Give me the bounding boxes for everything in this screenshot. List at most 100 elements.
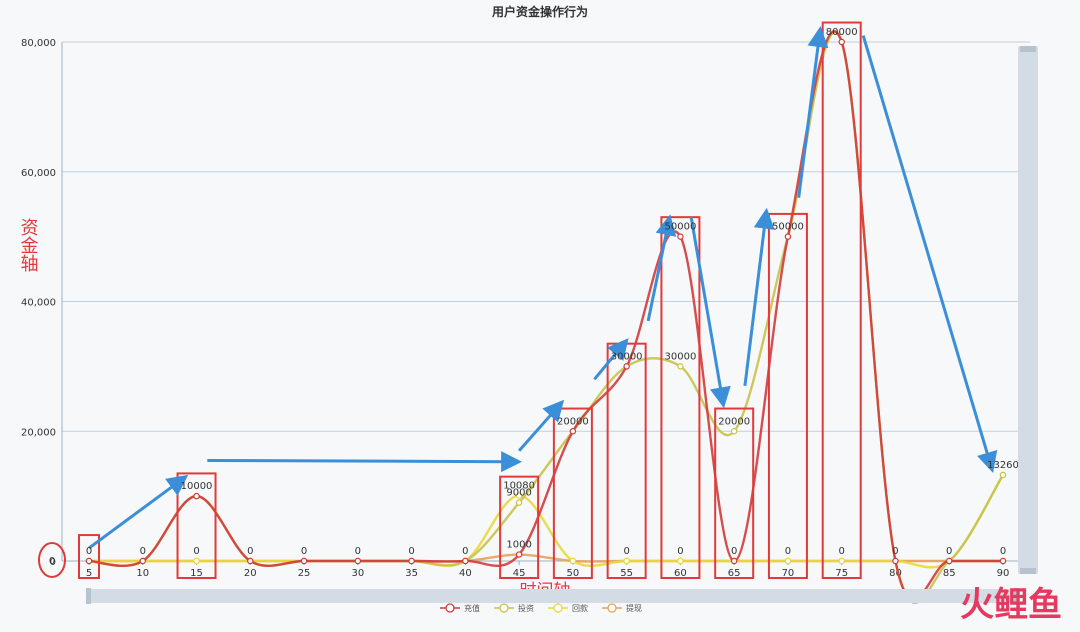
data-point (623, 557, 630, 565)
data-label: 0 (677, 546, 683, 557)
data-label: 0 (1000, 546, 1006, 557)
data-point (247, 557, 254, 565)
data-label: 0 (785, 546, 791, 557)
legend-item[interactable]: 充值 (440, 603, 480, 613)
annotation-box (714, 407, 755, 580)
data-label: 80000 (826, 27, 858, 38)
data-label: 0 (892, 546, 898, 557)
annotation-boxes (38, 21, 862, 580)
trend-arrow (861, 35, 998, 474)
data-label: 0 (140, 546, 146, 557)
data-point (677, 233, 684, 240)
trend-arrows (88, 26, 998, 550)
data-label: 50000 (665, 222, 697, 233)
zero-circle (38, 542, 66, 578)
legend-swatch-marker (499, 603, 509, 613)
y-tick-label: 40,000 (21, 298, 56, 309)
x-tick-label: 90 (997, 568, 1010, 579)
data-label: 0 (247, 546, 253, 557)
chart-title: 用户资金操作行为 (491, 4, 588, 19)
data-point (730, 557, 738, 565)
annotation-box (767, 212, 808, 579)
x-tick-label: 10 (136, 568, 149, 579)
x-tick-label: 55 (620, 568, 633, 579)
legend-item[interactable]: 回款 (548, 603, 588, 613)
data-point (515, 499, 523, 506)
trend-arrow (88, 474, 189, 550)
data-label: 20000 (718, 416, 750, 427)
trend-arrow (689, 216, 731, 409)
data-label: 30000 (665, 351, 697, 362)
data-point (515, 492, 523, 499)
data-point (569, 557, 577, 565)
data-label: 0 (86, 546, 92, 557)
legend-label: 提现 (626, 603, 642, 613)
data-label: 0 (731, 546, 737, 557)
slider-handle-right[interactable] (1014, 588, 1019, 604)
x-tick-label: 70 (782, 568, 795, 579)
trend-arrow (797, 26, 829, 198)
series-line-回款 (89, 474, 1005, 569)
legend-swatch-marker (607, 603, 617, 613)
legend-label: 回款 (572, 603, 588, 613)
x-tick-label: 40 (459, 568, 472, 579)
data-point (569, 428, 577, 435)
data-label: 30000 (611, 351, 643, 362)
trend-arrow (517, 399, 565, 452)
data-label: 1000 (506, 540, 531, 551)
slider-handle-bottom[interactable] (1020, 568, 1036, 574)
x-tick-label: 30 (351, 568, 364, 579)
data-label: 20000 (557, 416, 589, 427)
vertical-zoom-slider[interactable] (1018, 46, 1038, 574)
x-tick-label: 35 (405, 568, 418, 579)
horizontal-zoom-slider[interactable] (86, 588, 1019, 604)
data-point (838, 557, 845, 565)
data-label: 0 (839, 546, 845, 557)
data-label: 0 (193, 546, 199, 557)
x-tick-label: 25 (298, 568, 311, 579)
data-label: 0 (301, 546, 307, 557)
legend-item[interactable]: 提现 (602, 603, 642, 613)
y-zero-label: 0 (49, 556, 55, 567)
watermark-logo: 火鲤鱼 (960, 585, 1062, 625)
data-point (515, 551, 523, 558)
data-point (892, 557, 899, 565)
y-tick-label: 20,000 (21, 427, 56, 438)
y-axis-title: 资金轴 (18, 218, 39, 272)
x-tick-label: 50 (567, 568, 580, 579)
data-point (999, 471, 1007, 479)
slider-handle-left[interactable] (86, 588, 91, 604)
trend-arrow (207, 451, 523, 473)
annotation-box (176, 472, 217, 580)
annotation-box (78, 534, 100, 579)
data-label: 0 (462, 546, 468, 557)
data-point (677, 557, 684, 565)
data-label: 0 (946, 546, 952, 557)
data-label: 13260 (987, 460, 1019, 471)
axes: 0 20,000 40,000 60,000 80,000 5 10 15 20 25 30 35 40… (21, 38, 1030, 579)
slider-track[interactable] (88, 589, 1018, 603)
data-point (139, 557, 146, 565)
trend-arrow (646, 214, 677, 322)
series-line-充值 (88, 30, 1003, 601)
slider-handle-top[interactable] (1020, 46, 1036, 52)
data-point (623, 363, 630, 370)
data-point (85, 557, 93, 565)
data-label: 0 (623, 546, 629, 557)
data-label: 9000 (506, 488, 531, 499)
x-tick-label: 20 (244, 568, 257, 579)
data-point (784, 557, 792, 565)
legend-swatch-marker (445, 603, 455, 613)
slider-track[interactable] (1018, 46, 1038, 574)
data-point (838, 38, 845, 46)
trend-arrow (593, 338, 629, 381)
y-tick-label: 60,000 (21, 168, 56, 179)
x-tick-label: 65 (728, 568, 741, 579)
x-tick-label: 45 (513, 568, 526, 579)
x-tick-label: 75 (835, 568, 848, 579)
legend-item[interactable]: 投资 (494, 603, 534, 613)
data-point (784, 233, 792, 240)
